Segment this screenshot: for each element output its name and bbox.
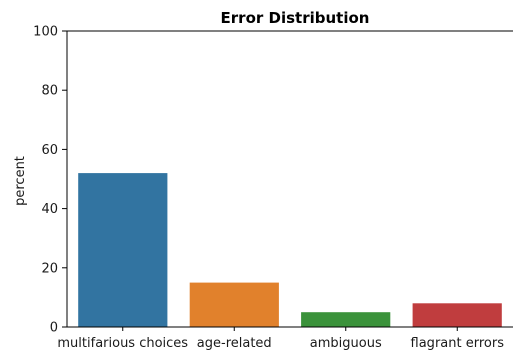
bars-group bbox=[78, 173, 502, 327]
chart-title: Error Distribution bbox=[221, 9, 370, 27]
y-tick-label: 60 bbox=[41, 143, 58, 158]
y-ticks-group: 0 20 40 60 80 100 bbox=[33, 25, 67, 336]
x-labels-group: multifarious choices age-related ambiguous… bbox=[57, 327, 504, 351]
bar-multifarious-choices bbox=[78, 173, 168, 327]
bar-flagrant-errors bbox=[412, 303, 502, 327]
y-tick-label: 0 bbox=[50, 321, 58, 336]
y-tick-label: 40 bbox=[41, 202, 58, 217]
x-tick-label: multifarious choices bbox=[57, 336, 188, 351]
x-tick-label: age-related bbox=[197, 336, 272, 351]
y-tick-label: 100 bbox=[33, 25, 58, 40]
y-tick-label: 80 bbox=[41, 84, 58, 99]
y-tick-label: 20 bbox=[41, 261, 58, 276]
bar-age-related bbox=[189, 282, 279, 327]
bar-ambiguous bbox=[301, 312, 391, 327]
x-tick-label: ambiguous bbox=[310, 336, 382, 351]
plot-frame bbox=[66, 30, 513, 328]
y-axis-title: percent bbox=[13, 156, 28, 206]
x-tick-label: flagrant errors bbox=[411, 336, 505, 351]
